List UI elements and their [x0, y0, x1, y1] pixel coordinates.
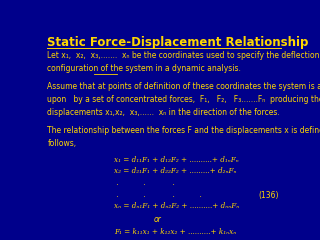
- Text: x₂ = d₂₁F₁ + d₂₂F₂ + .........+ d₂ₙFₙ: x₂ = d₂₁F₁ + d₂₂F₂ + .........+ d₂ₙFₙ: [115, 168, 237, 175]
- Text: .           .            .: . . .: [115, 179, 175, 187]
- Text: F₁ = k₁₁x₁ + k₁₂x₂ + ..........+ k₁ₙxₙ: F₁ = k₁₁x₁ + k₁₂x₂ + ..........+ k₁ₙxₙ: [115, 228, 237, 236]
- Text: (136): (136): [258, 191, 279, 200]
- Text: .           .            .           .: . . . .: [115, 191, 202, 199]
- Text: follows,: follows,: [47, 139, 76, 148]
- Text: x₁ = d₁₁F₁ + d₁₂F₂ + ..........+ d₁ₙFₙ: x₁ = d₁₁F₁ + d₁₂F₂ + ..........+ d₁ₙFₙ: [115, 156, 239, 164]
- Text: or: or: [154, 215, 162, 224]
- Text: Static Force-Displacement Relationship: Static Force-Displacement Relationship: [47, 36, 309, 49]
- Text: Let x₁,  x₂,  x₃,.......  xₙ be the coordinates used to specify the deflection: Let x₁, x₂, x₃,....... xₙ be the coordin…: [47, 51, 320, 60]
- Text: xₙ = dₙ₁F₁ + dₙ₂F₂ + ..........+ dₙₙFₙ: xₙ = dₙ₁F₁ + dₙ₂F₂ + ..........+ dₙₙFₙ: [115, 202, 240, 210]
- Text: configuration of the system in a dynamic analysis.: configuration of the system in a dynamic…: [47, 64, 241, 73]
- Text: Assume that at points of definition of these coordinates the system is acted: Assume that at points of definition of t…: [47, 82, 320, 91]
- Text: upon   by a set of concentrated forces,  F₁,   F₂,   F₃.......Fₙ  producing the: upon by a set of concentrated forces, F₁…: [47, 95, 320, 104]
- Text: The relationship between the forces F and the displacements x is defined as: The relationship between the forces F an…: [47, 126, 320, 135]
- Text: displacements x₁,x₂,  x₃,......  xₙ in the direction of the forces.: displacements x₁,x₂, x₃,...... xₙ in the…: [47, 108, 280, 117]
